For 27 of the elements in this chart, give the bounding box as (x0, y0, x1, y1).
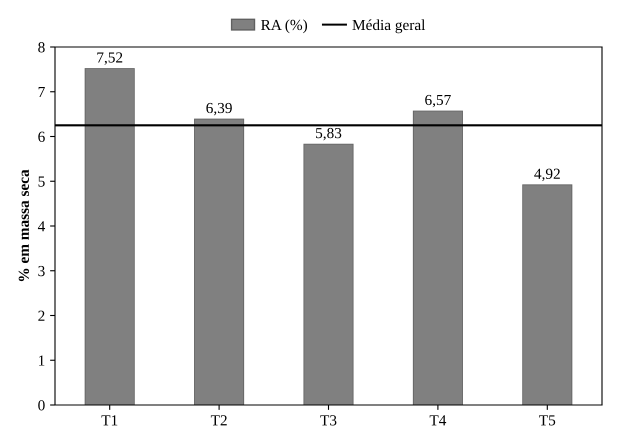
y-tick-label: 7 (38, 87, 45, 98)
x-tick-label: T3 (320, 415, 336, 426)
data-label: 4,92 (534, 168, 560, 182)
legend-label: RA (%) (261, 19, 308, 34)
data-label: 6,39 (206, 102, 232, 116)
y-tick-label: 2 (38, 310, 44, 321)
bar (84, 68, 135, 405)
y-tick-label: 8 (38, 42, 45, 52)
x-tick-label: T4 (430, 415, 446, 426)
data-label: 7,52 (97, 52, 122, 65)
data-label: 6,57 (425, 94, 451, 108)
bar (194, 118, 244, 405)
y-tick-label: 6 (38, 132, 45, 142)
y-tick-label: 0 (38, 400, 45, 410)
bar (522, 184, 572, 405)
y-tick-label: 1 (38, 355, 44, 366)
x-tick-label: T2 (210, 415, 227, 426)
x-tick-label: T1 (101, 415, 118, 426)
bar (412, 110, 463, 405)
x-tick-label: T5 (539, 415, 556, 426)
y-tick-label: 3 (38, 266, 45, 276)
legend-label: Média geral (352, 19, 426, 34)
data-label: 5,83 (316, 128, 342, 140)
y-tick-label: 4 (38, 221, 46, 232)
bar (303, 144, 354, 405)
y-tick-label: 5 (38, 176, 45, 187)
y-axis-title: % em massa seca (18, 170, 30, 282)
